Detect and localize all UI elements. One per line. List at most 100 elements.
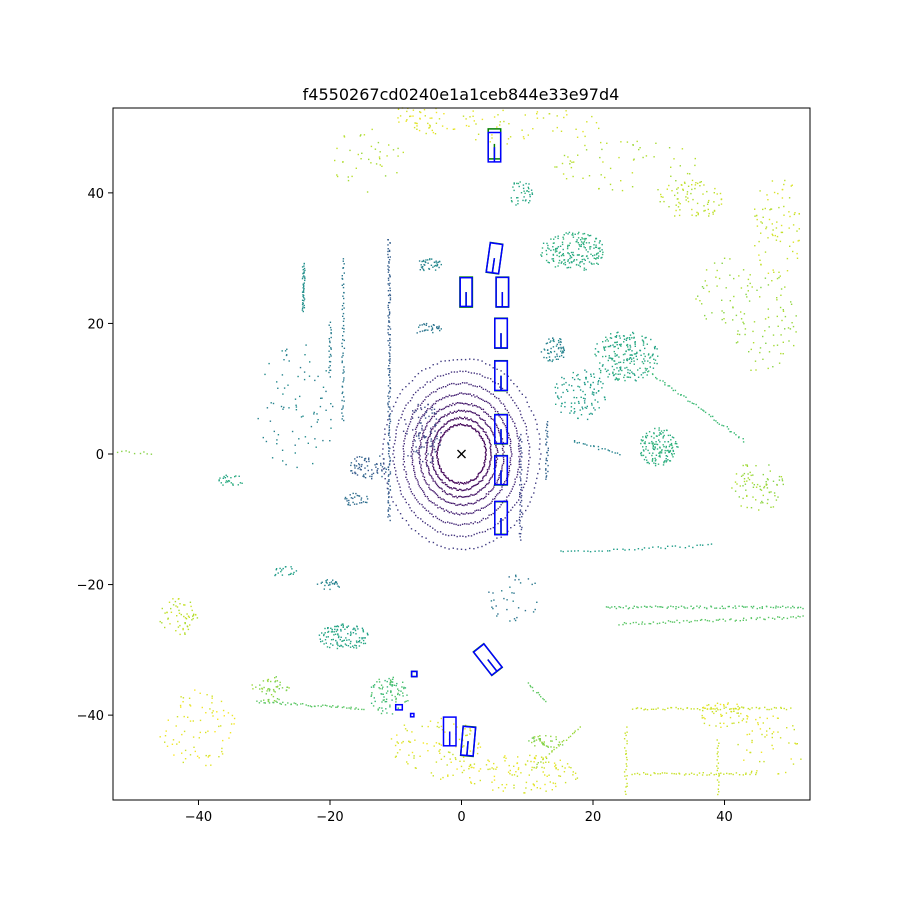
lidar-point bbox=[742, 774, 744, 776]
lidar-point bbox=[735, 772, 738, 774]
lidar-point bbox=[721, 605, 723, 607]
lidar-point bbox=[632, 372, 634, 375]
lidar-point bbox=[444, 547, 446, 549]
lidar-point bbox=[179, 624, 181, 627]
lidar-point bbox=[573, 378, 576, 381]
pred-box bbox=[495, 276, 510, 308]
lidar-point bbox=[330, 706, 333, 708]
lidar-point bbox=[643, 605, 646, 607]
lidar-point bbox=[507, 511, 510, 513]
lidar-point bbox=[349, 642, 352, 645]
lidar-point bbox=[518, 450, 520, 453]
lidar-point bbox=[669, 460, 671, 462]
lidar-point bbox=[682, 188, 684, 190]
lidar-point bbox=[423, 330, 426, 332]
lidar-point bbox=[276, 698, 279, 700]
lidar-point bbox=[563, 154, 566, 157]
lidar-point bbox=[445, 430, 447, 432]
lidar-point bbox=[477, 430, 479, 433]
lidar-point bbox=[684, 607, 686, 609]
lidar-point bbox=[556, 395, 559, 397]
lidar-point bbox=[396, 172, 398, 174]
lidar-point bbox=[514, 402, 516, 404]
lidar-point bbox=[214, 731, 216, 733]
lidar-point bbox=[376, 469, 378, 472]
lidar-point bbox=[394, 744, 397, 747]
lidar-point bbox=[417, 422, 419, 425]
lidar-point bbox=[432, 439, 434, 442]
lidar-point bbox=[626, 775, 628, 777]
lidar-point bbox=[535, 767, 537, 769]
lidar-point bbox=[536, 763, 538, 766]
lidar-point bbox=[517, 768, 520, 771]
lidar-point bbox=[485, 518, 487, 520]
lidar-point bbox=[671, 447, 673, 450]
lidar-point bbox=[563, 116, 565, 119]
lidar-point bbox=[547, 464, 549, 467]
lidar-point bbox=[531, 737, 534, 739]
lidar-point bbox=[699, 181, 701, 184]
pred-box bbox=[487, 131, 502, 163]
lidar-point bbox=[570, 550, 573, 552]
lidar-point bbox=[325, 636, 328, 638]
lidar-point bbox=[671, 545, 674, 547]
lidar-point bbox=[561, 261, 563, 263]
lidar-point bbox=[473, 548, 475, 550]
lidar-point bbox=[511, 453, 513, 455]
lidar-point bbox=[405, 423, 407, 425]
lidar-point bbox=[494, 410, 497, 413]
lidar-point bbox=[719, 192, 722, 195]
lidar-point bbox=[362, 475, 364, 477]
lidar-point bbox=[464, 513, 466, 515]
lidar-point bbox=[614, 353, 616, 355]
lidar-point bbox=[598, 407, 600, 409]
lidar-point bbox=[300, 416, 303, 418]
lidar-point bbox=[389, 485, 391, 487]
lidar-point bbox=[261, 687, 263, 690]
lidar-point bbox=[358, 456, 361, 458]
lidar-point bbox=[436, 484, 439, 487]
lidar-point bbox=[691, 184, 693, 186]
lidar-point bbox=[619, 606, 622, 609]
lidar-point bbox=[755, 486, 758, 488]
lidar-point bbox=[455, 411, 457, 413]
lidar-point bbox=[275, 700, 277, 702]
lidar-point bbox=[389, 447, 391, 450]
lidar-point bbox=[448, 373, 450, 375]
lidar-point bbox=[795, 743, 797, 745]
lidar-point bbox=[159, 620, 161, 623]
lidar-point bbox=[568, 384, 570, 386]
lidar-point bbox=[485, 473, 487, 475]
lidar-point bbox=[416, 479, 419, 481]
lidar-point bbox=[692, 546, 694, 549]
lidar-point bbox=[198, 757, 200, 759]
lidar-point bbox=[751, 286, 753, 288]
lidar-point bbox=[611, 359, 613, 361]
lidar-point bbox=[539, 438, 541, 440]
lidar-point bbox=[322, 439, 324, 442]
lidar-point bbox=[376, 472, 379, 474]
lidar-point bbox=[487, 437, 489, 439]
lidar-point bbox=[402, 692, 404, 694]
lidar-point bbox=[625, 756, 628, 759]
lidar-point bbox=[388, 274, 391, 276]
lidar-point bbox=[418, 533, 420, 535]
bounding-boxes bbox=[394, 128, 510, 758]
lidar-point bbox=[737, 712, 739, 714]
lidar-point bbox=[675, 706, 677, 709]
lidar-point bbox=[585, 371, 588, 373]
lidar-point bbox=[366, 633, 369, 636]
lidar-point bbox=[481, 418, 483, 421]
lidar-point bbox=[485, 458, 487, 460]
lidar-point bbox=[547, 745, 549, 748]
lidar-point bbox=[451, 412, 453, 414]
lidar-point bbox=[466, 403, 468, 405]
lidar-point bbox=[443, 431, 446, 434]
lidar-point bbox=[673, 773, 675, 775]
lidar-point bbox=[769, 727, 771, 730]
lidar-point bbox=[406, 761, 408, 763]
lidar-point bbox=[303, 291, 305, 293]
lidar-point bbox=[382, 686, 384, 688]
lidar-point bbox=[529, 195, 531, 198]
lidar-point bbox=[678, 214, 681, 217]
